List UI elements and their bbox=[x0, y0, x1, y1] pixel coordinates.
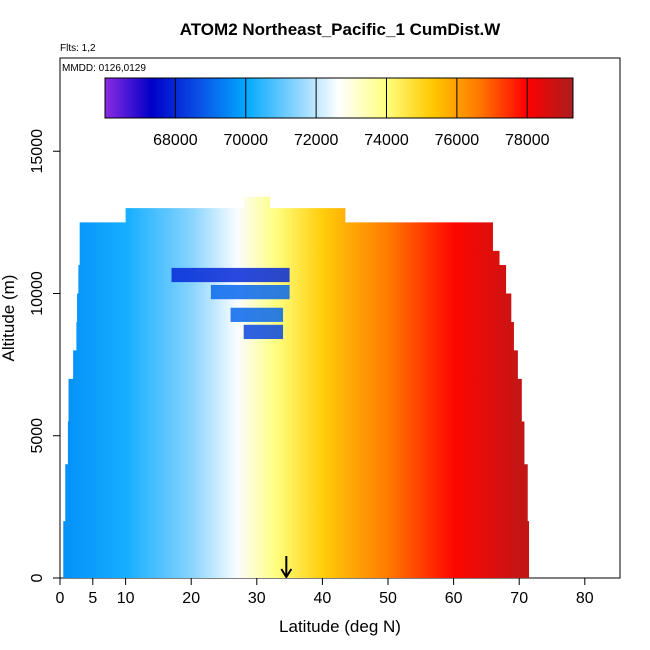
chart-title: ATOM2 Northeast_Pacific_1 CumDist.W bbox=[180, 20, 502, 39]
data-field bbox=[63, 196, 530, 578]
x-tick-label: 50 bbox=[379, 590, 397, 607]
colorbar-tick-label: 70000 bbox=[224, 132, 269, 149]
flights-label: Flts: 1,2 bbox=[60, 43, 96, 54]
y-axis-label: Altitude (m) bbox=[0, 275, 18, 362]
colorbar-tick-label: 78000 bbox=[505, 132, 550, 149]
colorbar-box bbox=[104, 77, 574, 119]
cumdist-field bbox=[63, 196, 530, 578]
anomaly-patch bbox=[171, 267, 290, 283]
x-tick-label: 10 bbox=[117, 590, 135, 607]
x-tick-label: 20 bbox=[182, 590, 200, 607]
colorbar-tick-label: 76000 bbox=[435, 132, 480, 149]
y-tick-label: 15000 bbox=[29, 129, 46, 174]
x-tick-label: 80 bbox=[576, 590, 594, 607]
anomaly-patch bbox=[230, 307, 284, 322]
colorbar-tick-label: 74000 bbox=[364, 132, 409, 149]
anomaly-patch bbox=[210, 284, 290, 300]
y-tick-label: 5000 bbox=[29, 418, 46, 454]
colorbar-tick-label: 72000 bbox=[294, 132, 339, 149]
colorbar-tick-label: 68000 bbox=[153, 132, 198, 149]
anomaly-patch bbox=[243, 324, 284, 340]
x-tick-label: 70 bbox=[510, 590, 528, 607]
dates-label: MMDD: 0126,0129 bbox=[62, 63, 146, 74]
axes: 0 5 10 20 30 40 50 60 70 80 0 5000 10000 15000 bbox=[29, 129, 594, 607]
x-tick-label: 40 bbox=[314, 590, 332, 607]
latitude-arrow-head bbox=[280, 568, 293, 579]
colorbar: 68000 70000 72000 74000 76000 78000 bbox=[104, 77, 574, 149]
y-tick-label: 0 bbox=[29, 573, 46, 582]
x-tick-label: 60 bbox=[445, 590, 463, 607]
x-axis-label: Latitude (deg N) bbox=[279, 617, 401, 636]
y-tick-label: 10000 bbox=[29, 271, 46, 316]
x-tick-label: 30 bbox=[248, 590, 266, 607]
x-tick-label: 5 bbox=[88, 590, 97, 607]
x-tick-label: 0 bbox=[56, 590, 65, 607]
